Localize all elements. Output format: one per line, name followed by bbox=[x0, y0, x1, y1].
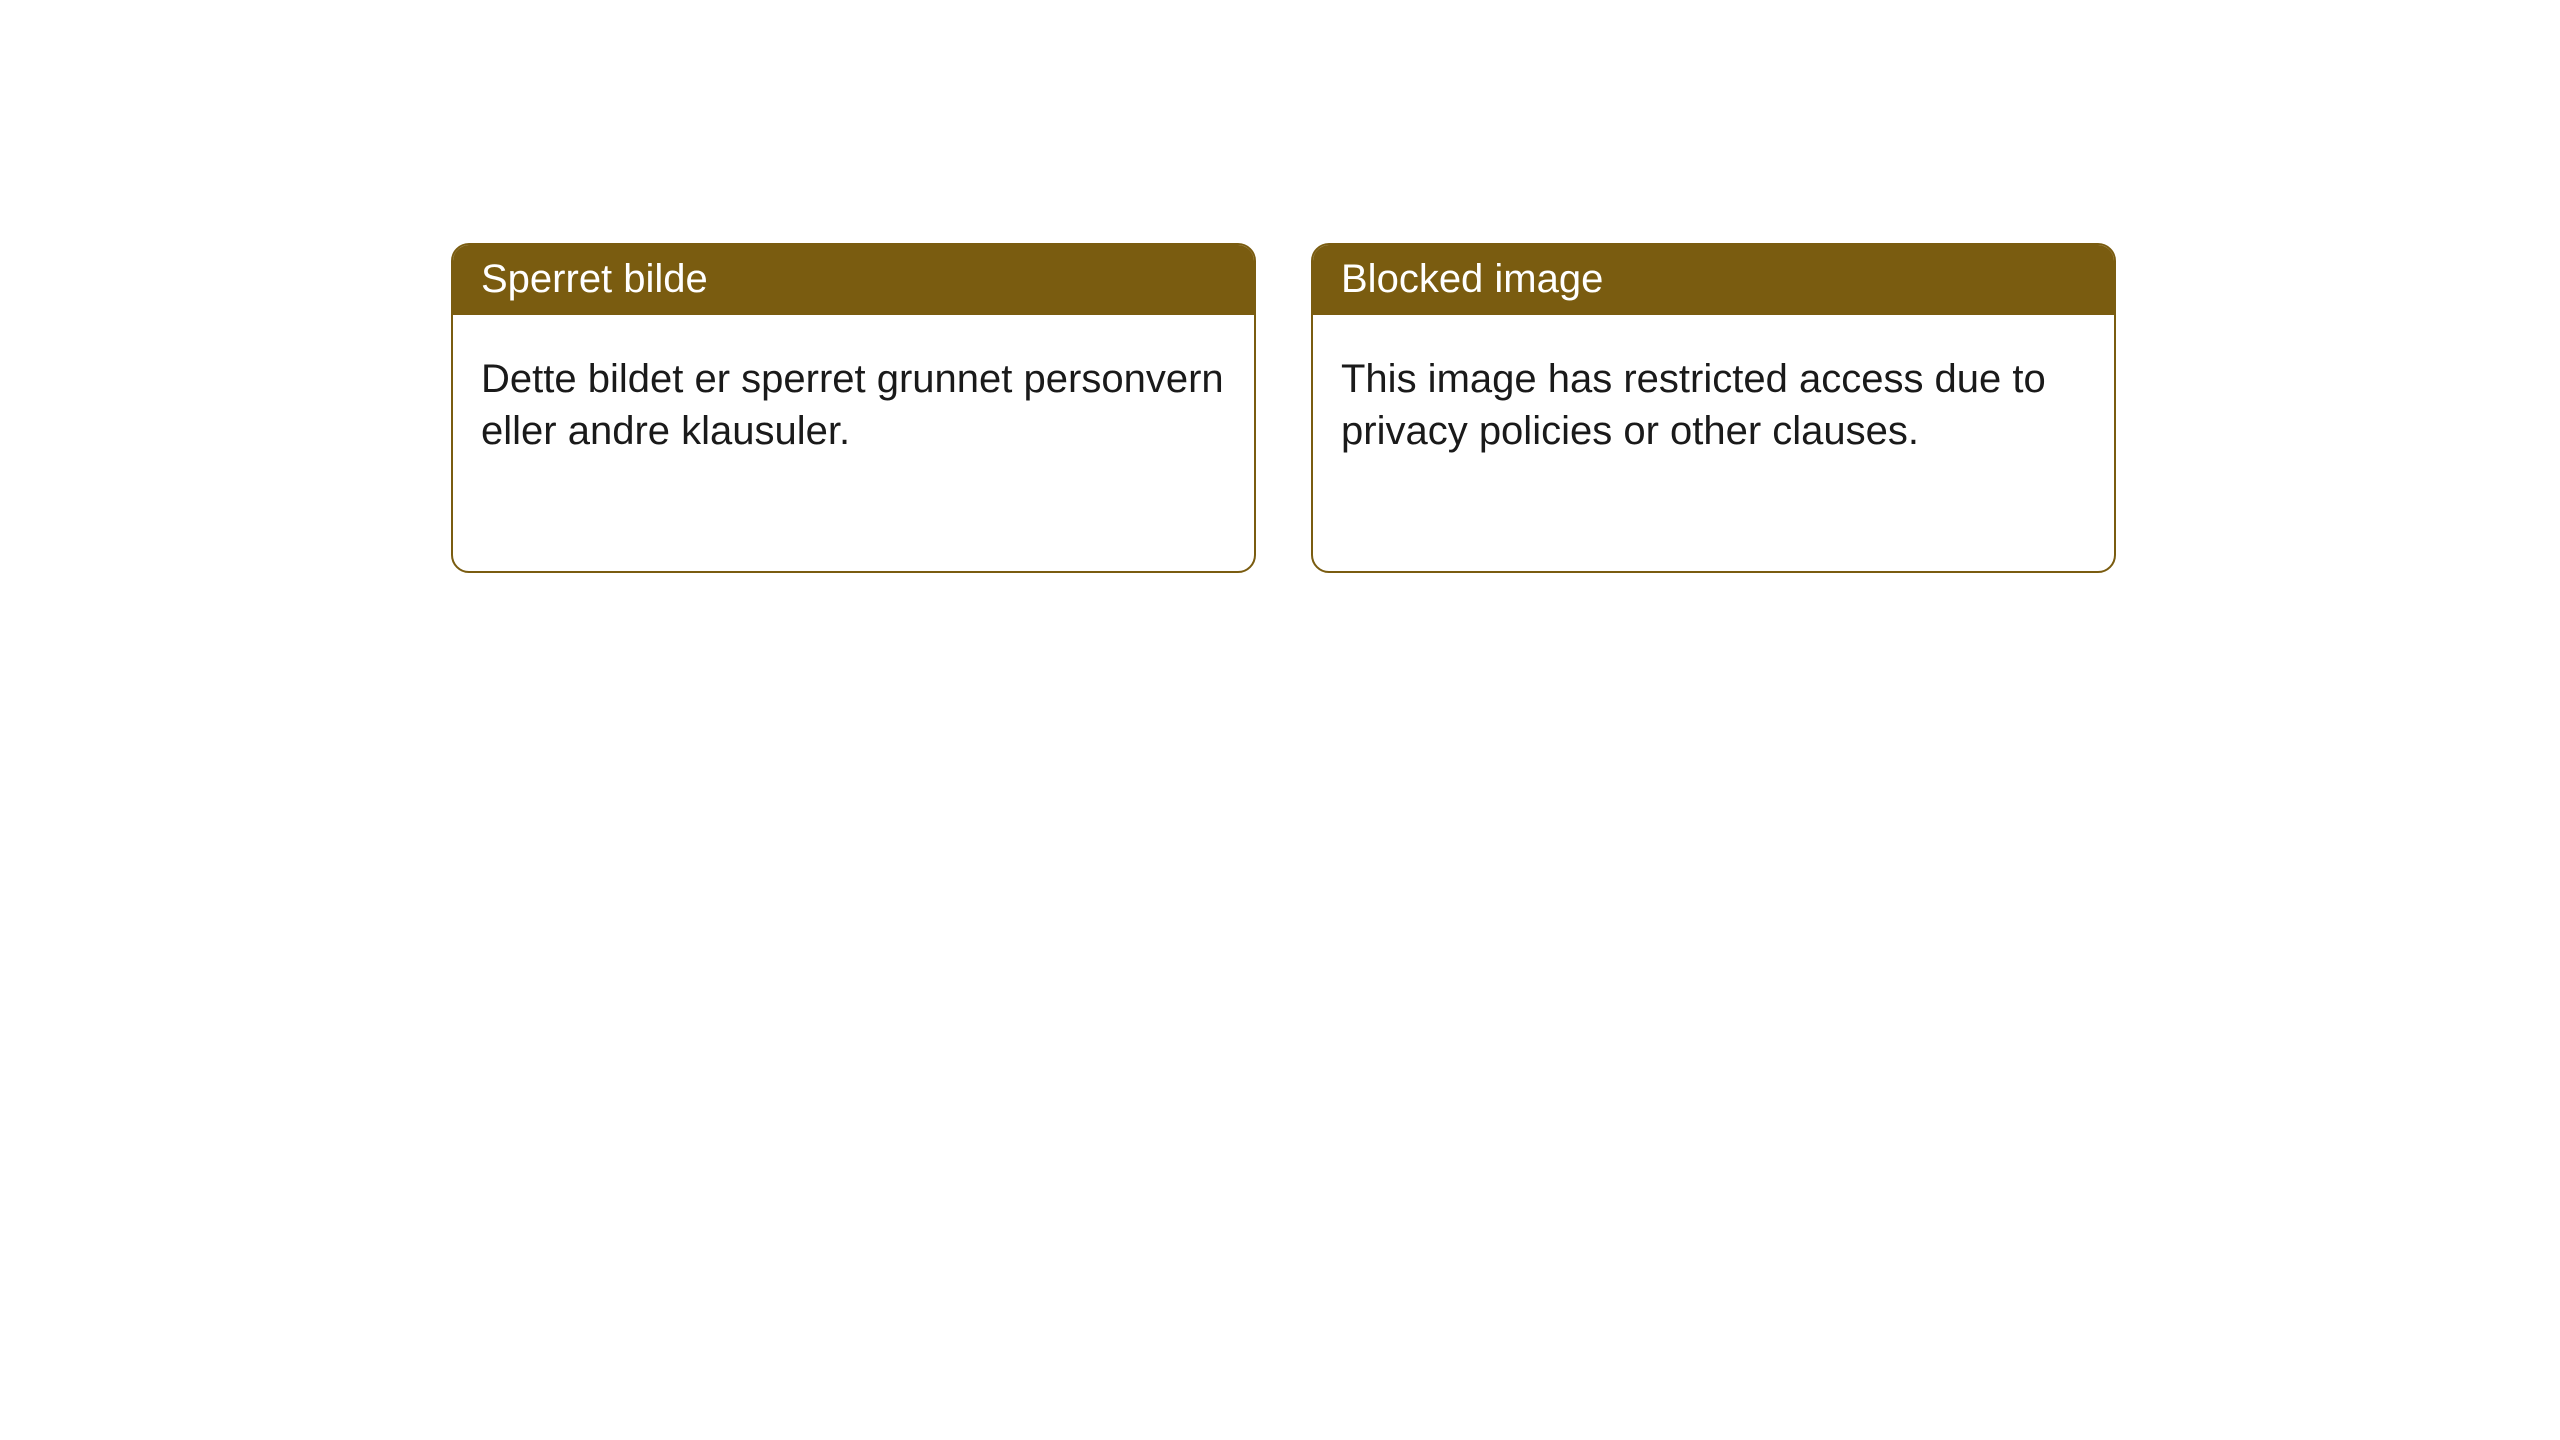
card-body-text: Dette bildet er sperret grunnet personve… bbox=[453, 315, 1254, 495]
card-header-title: Blocked image bbox=[1313, 245, 2114, 315]
notice-cards-container: Sperret bilde Dette bildet er sperret gr… bbox=[451, 243, 2560, 573]
notice-card-english: Blocked image This image has restricted … bbox=[1311, 243, 2116, 573]
card-body-text: This image has restricted access due to … bbox=[1313, 315, 2114, 495]
notice-card-norwegian: Sperret bilde Dette bildet er sperret gr… bbox=[451, 243, 1256, 573]
card-header-title: Sperret bilde bbox=[453, 245, 1254, 315]
